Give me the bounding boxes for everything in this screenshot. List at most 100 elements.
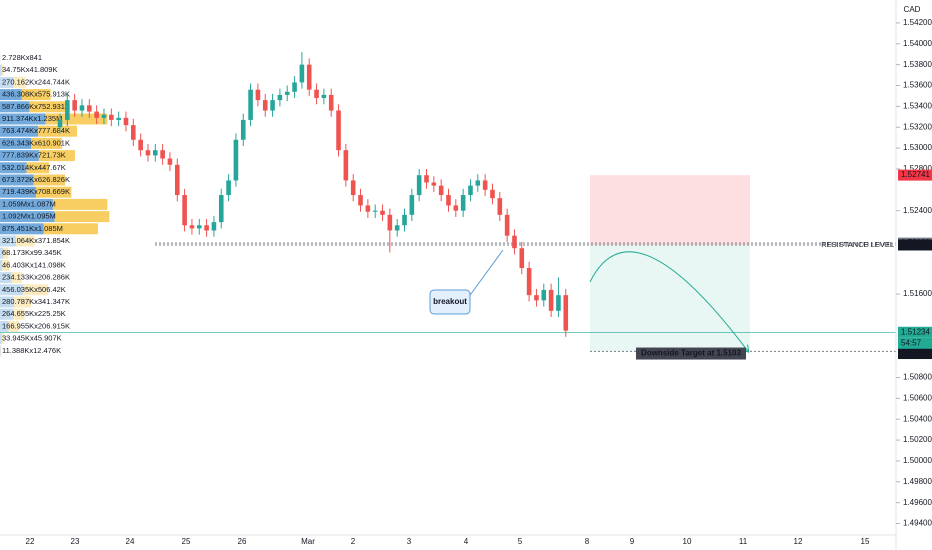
price-label-box	[898, 169, 932, 181]
profile-label: 875.451Kx1.085M	[2, 224, 63, 233]
profile-sell	[54, 211, 110, 223]
profile-sell	[3, 247, 9, 259]
candle-body	[350, 180, 356, 196]
profile-label: 673.372Kx626.826K	[2, 175, 70, 184]
profile-sell	[1, 333, 4, 345]
candle-body	[189, 225, 195, 229]
profile-sell	[52, 198, 108, 210]
y-tick-label: 1.51600	[903, 289, 932, 298]
profile-buy	[0, 101, 30, 113]
profile-buy	[0, 284, 23, 296]
candle-body	[116, 117, 121, 120]
candle-body	[453, 205, 459, 211]
profile-sell	[43, 223, 99, 235]
target-label: Downside Target at 1.5103	[641, 349, 741, 358]
candle-body	[145, 150, 151, 156]
profile-sell	[13, 308, 25, 320]
candle-body	[314, 89, 319, 99]
candle-body	[138, 139, 143, 151]
candle-body	[174, 164, 180, 196]
profile-sell	[2, 259, 10, 271]
callout-text: breakout	[433, 297, 467, 306]
candle-body	[556, 295, 561, 311]
price-label: 1.52071	[901, 240, 930, 249]
candle-body	[321, 94, 327, 99]
y-tick-label: 1.53000	[903, 143, 932, 152]
profile-label: 1.092Mx1.095M	[2, 212, 56, 221]
candle-body	[284, 91, 290, 95]
profile-label: 68.173Kx99.345K	[2, 248, 62, 257]
profile-label: 777.839Kx721.73K	[2, 151, 66, 160]
plot-area: 2.728Kx841 34.75Kx41.809K 270.162Kx244.744…	[0, 52, 896, 360]
y-tick-label: 1.49600	[903, 498, 932, 507]
y-tick-label: 1.54200	[903, 18, 932, 27]
profile-sell	[16, 235, 35, 247]
candle-body	[475, 180, 481, 186]
candle-body	[57, 119, 63, 128]
candle-body	[438, 185, 444, 196]
profile-buy	[0, 64, 2, 76]
candle-body	[262, 100, 268, 111]
candle-body	[548, 289, 554, 311]
callout-line	[467, 249, 504, 299]
price-label: 1.52741	[901, 170, 930, 179]
candle-body	[365, 205, 371, 212]
profile-buy	[0, 247, 4, 259]
candle-body	[109, 114, 114, 120]
profile-label: 34.75Kx41.809K	[2, 65, 57, 74]
y-tick-label: 1.49800	[903, 477, 932, 486]
x-tick-label: 15	[861, 537, 870, 546]
profile-buy	[0, 89, 22, 101]
y-tick-label: 1.53600	[903, 81, 932, 90]
profile-sell	[31, 137, 62, 149]
x-tick-label: 5	[518, 537, 523, 546]
x-tick-label: 24	[126, 537, 135, 546]
y-tick-label: 1.50400	[903, 414, 932, 423]
profile-buy	[0, 211, 55, 223]
profile-buy	[0, 296, 15, 308]
x-tick-label: 3	[407, 537, 412, 546]
x-tick-label: Mar	[301, 537, 315, 546]
profile-buy	[0, 76, 14, 88]
candle-body	[512, 235, 517, 249]
y-tick-label: 1.53800	[903, 60, 932, 69]
candle-body	[416, 175, 422, 196]
y-tick-label: 1.50000	[903, 456, 932, 465]
y-tick-label: 1.49400	[903, 519, 932, 528]
candle-body	[446, 195, 451, 206]
candle-body	[167, 158, 173, 165]
candle-body	[424, 175, 429, 183]
y-tick-label: 1.52400	[903, 206, 932, 215]
stop-zone	[590, 175, 750, 245]
profile-label: 264.655Kx225.25K	[2, 309, 66, 318]
y-tick-label: 1.50800	[903, 373, 932, 382]
profile-sell	[38, 125, 78, 137]
candle-body	[152, 150, 158, 156]
candle-body	[292, 82, 297, 92]
price-label-box	[898, 239, 932, 251]
x-tick-label: 26	[238, 537, 247, 546]
profile-label: 11.388Kx12.476K	[2, 346, 61, 355]
y-tick-label: 1.50200	[903, 435, 932, 444]
profile-label: 719.439Kx708.669K	[2, 187, 70, 196]
profile-label: 456.035Kx506.42K	[2, 285, 66, 294]
candle-body	[72, 100, 77, 111]
profile-buy	[0, 174, 34, 186]
y-tick-label: 1.50600	[903, 393, 932, 402]
candle-body	[306, 64, 312, 90]
profile-sell	[8, 320, 19, 332]
x-tick-label: 23	[71, 537, 80, 546]
profile-sell	[29, 101, 68, 113]
currency: CAD	[904, 5, 921, 14]
candle-body	[358, 195, 363, 206]
candle-body	[131, 125, 136, 140]
profile-buy	[0, 235, 17, 247]
profile-buy	[0, 125, 39, 137]
profile-sell	[35, 186, 72, 198]
candle-body	[497, 198, 503, 215]
profile-buy	[0, 137, 32, 149]
profile-label: 280.787Kx341.347K	[2, 297, 70, 306]
candle-body	[123, 117, 129, 126]
candle-body	[387, 214, 393, 231]
candle-body	[233, 139, 239, 181]
